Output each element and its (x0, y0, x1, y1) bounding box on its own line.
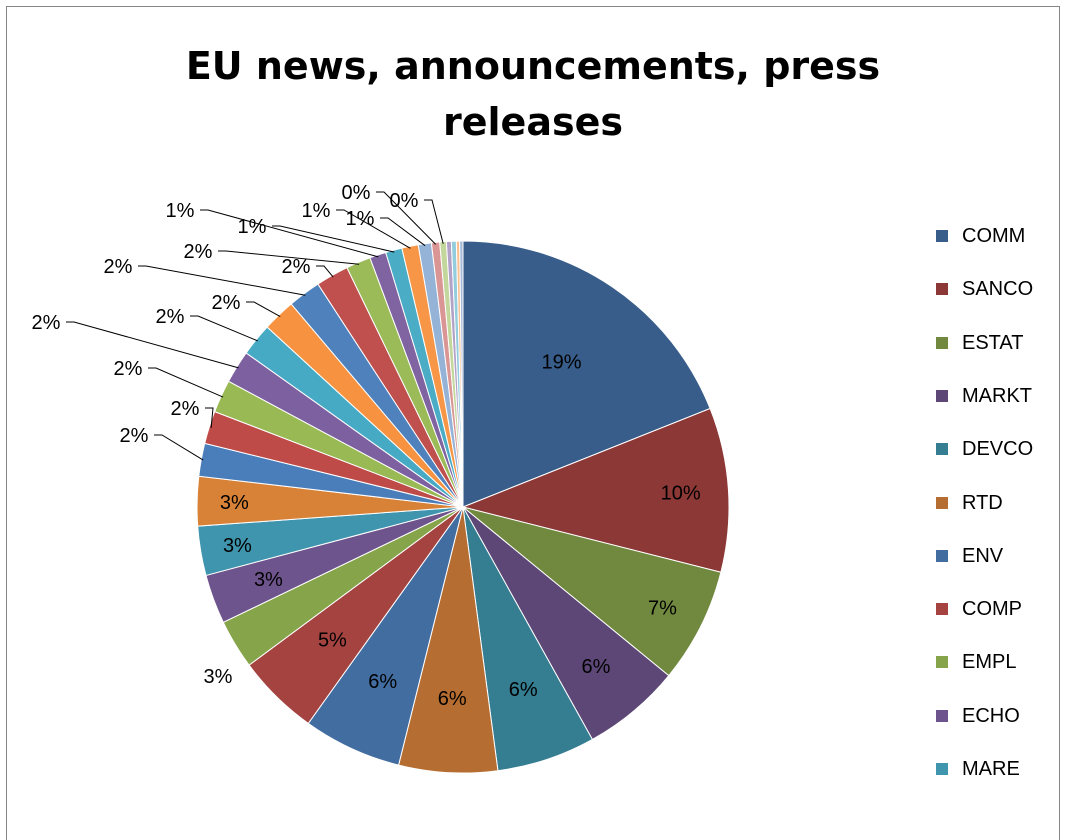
leader-line-26 (424, 199, 444, 244)
leader-line-25 (376, 191, 437, 245)
legend-swatch (936, 230, 948, 242)
leader-line-18 (138, 265, 306, 296)
legend-label: ECHO (962, 704, 1020, 727)
data-label-16: 2% (156, 306, 185, 328)
leader-line-17 (246, 301, 281, 318)
leader-lines (66, 191, 444, 461)
data-label-1: 10% (661, 483, 701, 505)
legend-label: DEVCO (962, 438, 1034, 461)
data-label-4: 6% (509, 679, 538, 701)
data-label-14: 2% (114, 358, 143, 380)
leader-line-16 (190, 315, 258, 342)
data-label-10: 3% (223, 535, 252, 557)
leader-line-13 (205, 407, 214, 428)
legend-swatch (936, 656, 948, 669)
leader-line-21 (200, 209, 379, 258)
legend-swatch (936, 336, 948, 349)
data-label-19: 2% (282, 256, 311, 278)
chart-title-line-1: EU news, announcements, press (185, 44, 881, 88)
legend-label: RTD (962, 491, 1003, 514)
legend-label: COMP (962, 598, 1022, 621)
pie-slice-1 (461, 407, 730, 573)
data-label-20: 2% (184, 241, 213, 263)
data-label-7: 5% (318, 630, 347, 652)
leader-line-19 (316, 265, 334, 278)
legend-swatch (936, 763, 948, 775)
data-label-13: 2% (171, 398, 200, 420)
legend-swatch (936, 496, 948, 509)
data-label-15: 2% (32, 312, 61, 334)
legend-label: ESTAT (962, 331, 1024, 354)
leader-line-14 (148, 367, 224, 398)
data-label-21: 1% (166, 200, 195, 222)
pie-slice-0 (462, 240, 711, 508)
data-label-2: 7% (648, 598, 677, 620)
leader-line-22 (272, 225, 395, 253)
data-label-17: 2% (212, 292, 241, 314)
legend-swatch (936, 283, 948, 296)
data-label-12: 2% (120, 425, 149, 447)
legend-swatch (936, 443, 948, 456)
data-label-23: 1% (302, 200, 331, 222)
legend-label: MARKT (962, 384, 1032, 407)
data-label-8: 3% (204, 666, 233, 688)
legend-label: ENV (962, 544, 1004, 567)
legend-swatch (936, 709, 948, 722)
pie-slice-30 (459, 240, 464, 508)
leader-line-24 (380, 217, 426, 247)
data-labels: 19%10%7%6%6%6%6%5%3%3%3%3%2%2%2%2% 2%2%2%… (32, 182, 701, 710)
pie-slices (196, 240, 730, 774)
data-label-3: 6% (582, 656, 611, 678)
data-label-24: 1% (346, 208, 375, 230)
data-label-6: 6% (368, 671, 397, 693)
legend-swatch (936, 549, 948, 562)
data-label-25: 0% (342, 182, 371, 204)
leader-line-12 (154, 434, 204, 461)
pie-slice-2 (462, 506, 722, 677)
chart-title: EU news, announcements, press releases (0, 38, 1066, 150)
leader-line-20 (218, 250, 360, 265)
legend-swatch (936, 603, 948, 616)
legend-swatch (936, 389, 948, 402)
data-label-26: 0% (390, 190, 419, 212)
data-label-5: 6% (438, 688, 467, 710)
legend-label: EMPL (962, 651, 1017, 674)
data-label-9: 3% (254, 569, 283, 591)
leader-line-15 (66, 321, 239, 369)
chart-title-line-2: releases (443, 100, 623, 144)
leader-line-23 (336, 209, 411, 249)
data-label-0: 19% (541, 352, 581, 374)
legend-label: COMM (962, 225, 1026, 247)
legend-label: SANCO (962, 278, 1034, 301)
data-label-11: 3% (220, 492, 249, 514)
data-label-18: 2% (104, 256, 133, 278)
legend-label: MARE (962, 758, 1020, 780)
data-label-22: 1% (238, 216, 267, 238)
